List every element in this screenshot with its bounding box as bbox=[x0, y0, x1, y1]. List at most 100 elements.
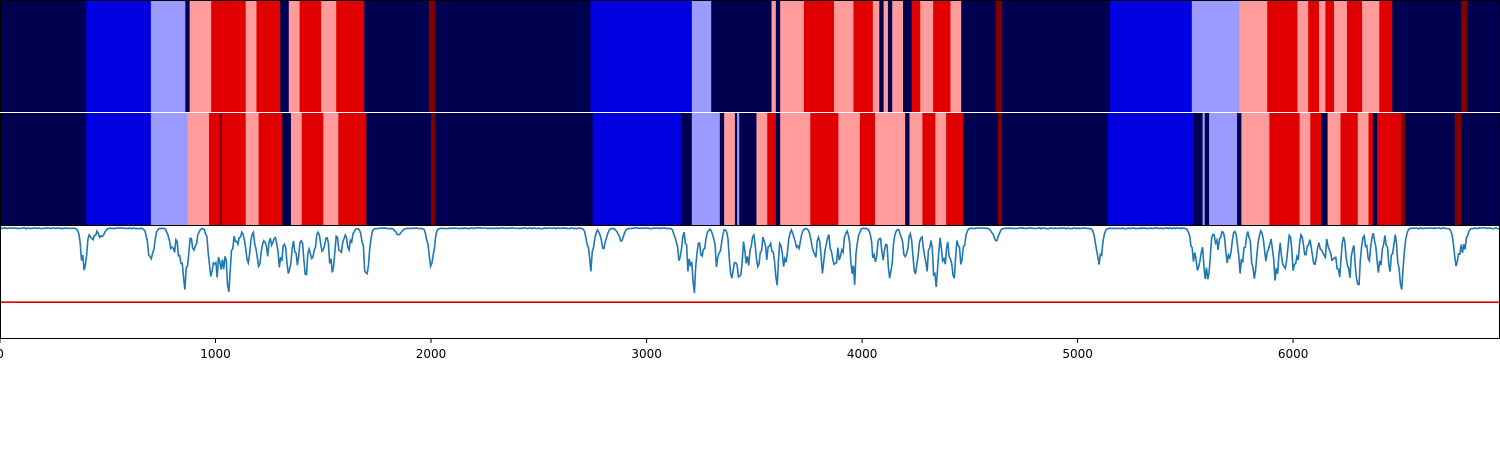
segment-r2-30 bbox=[838, 113, 861, 225]
segment-r1-24 bbox=[853, 1, 874, 112]
segment-r1-14 bbox=[428, 1, 436, 112]
segment-r1-27 bbox=[883, 1, 889, 112]
segment-r1-45 bbox=[1325, 1, 1335, 112]
segment-r2-29 bbox=[810, 113, 839, 225]
segment-r1-23 bbox=[834, 1, 854, 112]
segment-r1-43 bbox=[1308, 1, 1320, 112]
segment-r2-11 bbox=[301, 113, 324, 225]
segment-r1-52 bbox=[1467, 1, 1500, 112]
segment-r2-20 bbox=[719, 113, 725, 225]
segment-r2-9 bbox=[282, 113, 292, 225]
segment-r1-30 bbox=[903, 1, 913, 112]
segment-r2-52 bbox=[1327, 113, 1341, 225]
segment-r1-32 bbox=[920, 1, 934, 112]
segment-r1-9 bbox=[288, 1, 300, 112]
segment-r1-21 bbox=[780, 1, 805, 112]
segment-r2-47 bbox=[1241, 113, 1270, 225]
x-tick-label-5000: 5000 bbox=[1062, 347, 1093, 361]
segment-r1-28 bbox=[887, 1, 893, 112]
segment-r1-29 bbox=[892, 1, 904, 112]
segment-r2-8 bbox=[258, 113, 283, 225]
segment-r1-37 bbox=[1002, 1, 1111, 112]
segment-r1-31 bbox=[911, 1, 921, 112]
signal-line bbox=[0, 226, 1500, 294]
segment-r2-15 bbox=[431, 113, 436, 225]
segment-r1-19 bbox=[771, 1, 777, 112]
segment-r1-51 bbox=[1461, 1, 1469, 112]
segment-r2-56 bbox=[1372, 113, 1378, 225]
segment-r1-6 bbox=[245, 1, 257, 112]
segment-r1-44 bbox=[1318, 1, 1326, 112]
segment-r2-61 bbox=[1461, 113, 1500, 225]
segment-r2-43 bbox=[1202, 113, 1206, 225]
segment-r1-15 bbox=[435, 1, 591, 112]
segment-r2-42 bbox=[1193, 113, 1203, 225]
segment-r2-50 bbox=[1310, 113, 1322, 225]
segment-r1-49 bbox=[1379, 1, 1393, 112]
segment-r1-12 bbox=[336, 1, 365, 112]
segment-r2-59 bbox=[1405, 113, 1456, 225]
segment-r2-45 bbox=[1209, 113, 1238, 225]
segment-r1-8 bbox=[280, 1, 290, 112]
segment-r2-28 bbox=[780, 113, 811, 225]
x-tick-label-6000: 6000 bbox=[1278, 347, 1309, 361]
segmentation-row-2 bbox=[0, 113, 1500, 225]
segment-r2-51 bbox=[1321, 113, 1328, 225]
segment-r1-26 bbox=[879, 1, 885, 112]
x-tick-label-0: 0 bbox=[0, 347, 4, 361]
segment-r1-50 bbox=[1392, 1, 1462, 112]
segment-r1-0 bbox=[0, 1, 87, 112]
segment-r1-5 bbox=[211, 1, 247, 112]
segment-r1-42 bbox=[1297, 1, 1309, 112]
segment-r2-26 bbox=[767, 113, 777, 225]
segment-r2-13 bbox=[338, 113, 367, 225]
segment-r1-3 bbox=[185, 1, 191, 112]
segment-r1-33 bbox=[933, 1, 951, 112]
segment-r1-48 bbox=[1362, 1, 1380, 112]
segment-r2-17 bbox=[592, 113, 682, 225]
segment-r2-38 bbox=[963, 113, 999, 225]
segment-r2-55 bbox=[1368, 113, 1374, 225]
segment-r1-1 bbox=[86, 1, 152, 112]
segment-r1-41 bbox=[1267, 1, 1298, 112]
segment-r2-24 bbox=[739, 113, 757, 225]
signal-panel bbox=[0, 225, 1500, 339]
segment-r2-31 bbox=[859, 113, 876, 225]
segment-r1-47 bbox=[1346, 1, 1363, 112]
segment-r2-18 bbox=[681, 113, 693, 225]
segment-r2-44 bbox=[1204, 113, 1210, 225]
segment-r1-46 bbox=[1334, 1, 1348, 112]
segment-r1-10 bbox=[299, 1, 322, 112]
segmentation-row-1 bbox=[0, 1, 1500, 112]
segment-r2-27 bbox=[775, 113, 781, 225]
segment-r1-2 bbox=[150, 1, 186, 112]
x-tick-label-3000: 3000 bbox=[631, 347, 662, 361]
segment-r2-37 bbox=[946, 113, 964, 225]
segment-r2-39 bbox=[997, 113, 1003, 225]
segment-r2-48 bbox=[1269, 113, 1300, 225]
segment-r2-16 bbox=[435, 113, 594, 225]
segment-r2-33 bbox=[905, 113, 910, 225]
segment-r2-53 bbox=[1340, 113, 1359, 225]
x-tick-label-2000: 2000 bbox=[416, 347, 447, 361]
segment-r1-22 bbox=[803, 1, 835, 112]
segment-r2-58 bbox=[1400, 113, 1406, 225]
segment-r2-4 bbox=[209, 113, 221, 225]
segment-r2-10 bbox=[290, 113, 303, 225]
segment-r2-60 bbox=[1454, 113, 1462, 225]
segment-r1-36 bbox=[995, 1, 1003, 112]
segment-r2-32 bbox=[875, 113, 906, 225]
segment-r2-22 bbox=[734, 113, 738, 225]
segment-r2-34 bbox=[909, 113, 923, 225]
segment-r2-35 bbox=[922, 113, 936, 225]
segment-r2-49 bbox=[1299, 113, 1311, 225]
segment-r2-1 bbox=[86, 113, 152, 225]
segment-r1-40 bbox=[1239, 1, 1268, 112]
segment-r2-57 bbox=[1377, 113, 1402, 225]
segment-r1-20 bbox=[775, 1, 781, 112]
segment-r1-17 bbox=[691, 1, 712, 112]
x-tick-label-1000: 1000 bbox=[200, 347, 231, 361]
segment-r1-7 bbox=[256, 1, 281, 112]
segment-r2-7 bbox=[245, 113, 260, 225]
